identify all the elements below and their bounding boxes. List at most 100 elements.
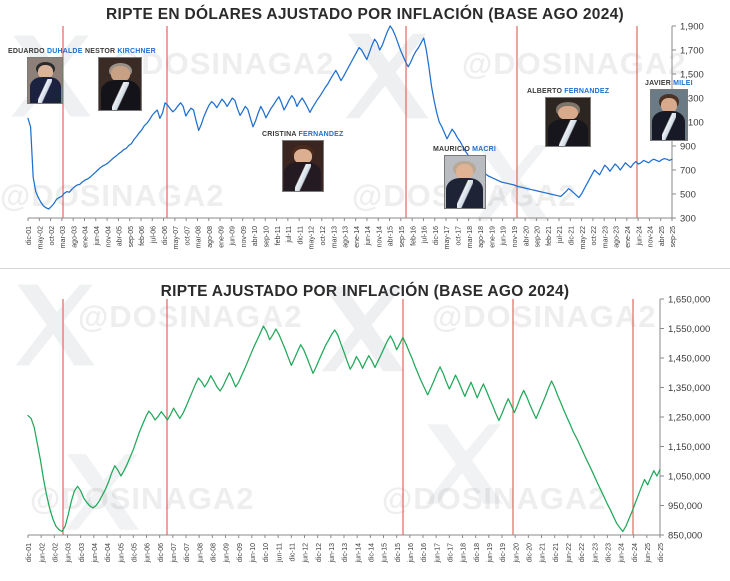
president-photo-duhalde <box>27 57 64 105</box>
x-tick-label: abr-10 <box>252 226 259 246</box>
x-tick-label: jun-06 <box>145 543 152 564</box>
president-label-cristina: CRISTINA FERNANDEZ <box>262 131 344 193</box>
chart-svg-ripte-pesos: 850,000 950,000 1,050,000 1,150,000 1,250,00… <box>26 295 710 564</box>
x-tick-label: jun-14 <box>365 226 372 247</box>
y-tick-label: 1,100 <box>680 118 704 129</box>
y-tick-label: 1,300 <box>680 94 704 105</box>
x-tick-label: abr-15 <box>388 226 395 246</box>
x-tick-label: ago-23 <box>614 226 621 248</box>
x-tick-label: dic-14 <box>369 543 376 562</box>
y-tick-label: 1,700 <box>680 46 704 57</box>
x-tick-label: jun-08 <box>197 543 204 564</box>
x-tick-label: feb-11 <box>275 226 282 245</box>
x-tick-label: dic-03 <box>79 543 86 562</box>
x-tick-label: dic-09 <box>237 543 244 562</box>
x-tick-label: mar-08 <box>196 226 203 248</box>
president-lastname: MACRI <box>472 146 497 153</box>
x-tick-label: nov-19 <box>512 226 519 248</box>
president-name-macri: MAURICIO MACRI <box>433 146 496 153</box>
x-tick-label: may-17 <box>444 226 451 249</box>
x-tick-label: nov-24 <box>648 226 655 248</box>
x-tick-label: ago-13 <box>343 226 350 248</box>
x-tick-label: dic-01 <box>26 226 33 245</box>
x-tick-label: jun-25 <box>645 543 652 564</box>
x-tick-label: dic-16 <box>433 226 440 245</box>
x-tick-label: dic-15 <box>395 543 402 562</box>
x-tick-label: dic-11 <box>297 226 304 245</box>
president-lastname: DUHALDE <box>46 48 83 55</box>
chart-title-ripte-pesos: RIPTE AJUSTADO POR INFLACIÓN (BASE AGO 2… <box>160 283 570 300</box>
x-tick-label: mar-13 <box>331 226 338 248</box>
x-tick-label: ene-09 <box>218 226 225 248</box>
chart-panel-ripte-pesos: RIPTE AJUSTADO POR INFLACIÓN (BASE AGO 2… <box>0 268 730 581</box>
president-label-macri: MAURICIO MACRI <box>433 146 496 210</box>
x-tick-label: jun-10 <box>250 543 257 564</box>
y-tick-label: 1,450,000 <box>668 354 710 365</box>
y-tick-label: 1,650,000 <box>668 295 710 306</box>
x-tick-label: feb-16 <box>410 226 417 246</box>
chart-title-ripte-usd: RIPTE EN DÓLARES AJUSTADO POR INFLACIÓN … <box>105 6 624 23</box>
x-tick-label: jun-20 <box>513 543 520 564</box>
x-tick-label: dic-25 <box>658 543 665 562</box>
x-tick-label: ago-18 <box>478 226 485 248</box>
y-tick-label: 950,000 <box>668 501 702 512</box>
y-tick-label: 850,000 <box>668 531 702 542</box>
x-tick-label: oct-22 <box>591 226 598 246</box>
president-firstname: JAVIER <box>645 80 674 87</box>
president-photo-nestor <box>98 57 143 112</box>
x-tick-label: jun-22 <box>566 543 573 564</box>
series-line-ripte-pesos <box>27 325 661 533</box>
x-tick-label: jun-13 <box>329 543 336 564</box>
x-tick-label: dic-08 <box>211 543 218 562</box>
x-tick-label: jul-21 <box>557 226 564 244</box>
x-tick-label: dic-12 <box>316 543 323 562</box>
president-lastname: MILEI <box>673 80 693 87</box>
x-tick-label: sep-10 <box>263 226 270 248</box>
x-tick-label: dic-10 <box>263 543 270 562</box>
x-tick-label: feb-21 <box>546 226 553 246</box>
x-tick-label: dic-07 <box>184 543 191 562</box>
x-tick-label: dic-11 <box>290 543 297 562</box>
x-tick-label: dic-04 <box>105 543 112 562</box>
x-tick-label: jul-11 <box>286 226 293 244</box>
x-tick-label: ene-24 <box>625 226 632 248</box>
x-tick-label: nov-04 <box>105 226 112 248</box>
x-tick-label: oct-17 <box>456 226 463 246</box>
y-tick-label: 1,550,000 <box>668 324 710 335</box>
y-tick-label: 1,900 <box>680 22 704 33</box>
x-tick-label: ago-03 <box>71 226 78 248</box>
x-tick-label: may-12 <box>309 226 316 249</box>
president-name-nestor: NESTOR KIRCHNER <box>85 48 156 55</box>
y-tick-label: 700 <box>680 166 696 177</box>
y-tick-label: 500 <box>680 190 696 201</box>
x-tick-label: may-22 <box>580 226 587 249</box>
x-tick-label: dic-06 <box>162 226 169 245</box>
x-tick-label: ene-14 <box>354 226 361 248</box>
x-tick-label: mar-23 <box>602 226 609 248</box>
president-label-duhalde: EDUARDO DUHALDE <box>8 48 83 105</box>
y-tick-label: 1,350,000 <box>668 383 710 394</box>
x-tick-label: dic-21 <box>553 543 560 562</box>
x-tick-label: jun-15 <box>382 543 389 564</box>
x-tick-label: jun-04 <box>94 226 101 247</box>
president-name-milei: JAVIER MILEI <box>645 80 693 87</box>
president-label-nestor: NESTOR KIRCHNER <box>85 48 156 112</box>
y-tick-label: 1,250,000 <box>668 413 710 424</box>
president-firstname: MAURICIO <box>433 146 473 153</box>
y-tick-label: 1,500 <box>680 70 704 81</box>
x-tick-label: jun-23 <box>592 543 599 564</box>
president-label-milei: JAVIER MILEI <box>645 80 693 142</box>
x-tick-label: jun-19 <box>501 226 508 247</box>
president-lastname: KIRCHNER <box>117 48 156 55</box>
x-tick-label: sep-15 <box>399 226 406 248</box>
x-tick-label: oct-02 <box>49 226 56 246</box>
x-tick-label: feb-06 <box>139 226 146 246</box>
x-tick-label: jun-05 <box>118 543 125 564</box>
x-tick-label: ene-04 <box>83 226 90 248</box>
president-photo-macri <box>443 155 486 210</box>
president-lastname: FERNANDEZ <box>564 88 610 95</box>
x-tick-label: jun-09 <box>224 543 231 564</box>
chart-svg-ripte-usd: 300 500 700 900 1,100 1,300 1,500 1,700 1,900 dic… <box>26 22 704 250</box>
president-label-alberto: ALBERTO FERNANDEZ <box>527 88 610 148</box>
x-tick-label: jun-18 <box>461 543 468 564</box>
